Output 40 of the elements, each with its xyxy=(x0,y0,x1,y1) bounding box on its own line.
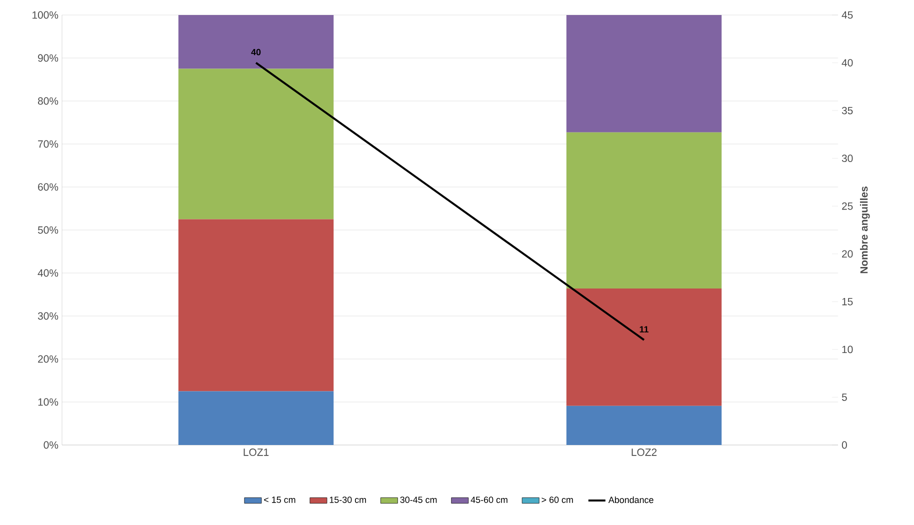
y2-tick-label: 15 xyxy=(842,298,853,306)
legend-label: > 60 cm xyxy=(542,496,573,503)
y-tick-label: 30% xyxy=(38,312,58,320)
data-label: 40 xyxy=(251,48,261,56)
bar xyxy=(566,406,722,445)
y-tick-label: 20% xyxy=(38,355,58,363)
y-tick-label: 60% xyxy=(38,183,58,191)
y2-tick-label: 25 xyxy=(842,202,853,210)
y2-tick-label: 5 xyxy=(842,394,847,401)
y2-tick-label: 30 xyxy=(842,154,853,162)
y-tick-label: 0% xyxy=(44,441,58,449)
x-tick-label: LOZ2 xyxy=(632,448,657,456)
legend-label: 30-45 cm xyxy=(400,496,437,503)
y-tick-label: 80% xyxy=(38,97,58,105)
y-tick-label: 50% xyxy=(38,226,58,234)
legend-label: < 15 cm xyxy=(264,496,296,503)
y-tick-label: 70% xyxy=(38,140,58,148)
data-label: 11 xyxy=(640,326,648,332)
legend-label: 45-60 cm xyxy=(470,496,508,503)
legend-label: 15-30 cm xyxy=(330,496,366,503)
y-tick-label: 100% xyxy=(32,11,58,19)
bar xyxy=(178,14,334,69)
bar xyxy=(178,219,334,392)
y2-axis-title: Nombre anguilles xyxy=(860,186,870,274)
y-tick-label: 90% xyxy=(38,54,58,62)
y2-tick-label: 0 xyxy=(842,441,847,449)
y-tick-label: 10% xyxy=(38,398,58,406)
y2-tick-label: 40 xyxy=(842,59,853,66)
bar xyxy=(566,14,722,132)
legend-label: Abondance xyxy=(608,496,654,504)
x-tick-label: LOZ1 xyxy=(244,448,269,456)
bar xyxy=(178,68,334,220)
bar xyxy=(566,288,722,406)
bar xyxy=(178,391,334,445)
y-tick-label: 40% xyxy=(38,269,58,277)
y2-tick-label: 20 xyxy=(842,250,853,258)
bar xyxy=(566,132,722,288)
y2-tick-label: 35 xyxy=(842,106,853,114)
y2-tick-label: 10 xyxy=(842,346,853,354)
y2-tick-label: 45 xyxy=(842,11,853,19)
